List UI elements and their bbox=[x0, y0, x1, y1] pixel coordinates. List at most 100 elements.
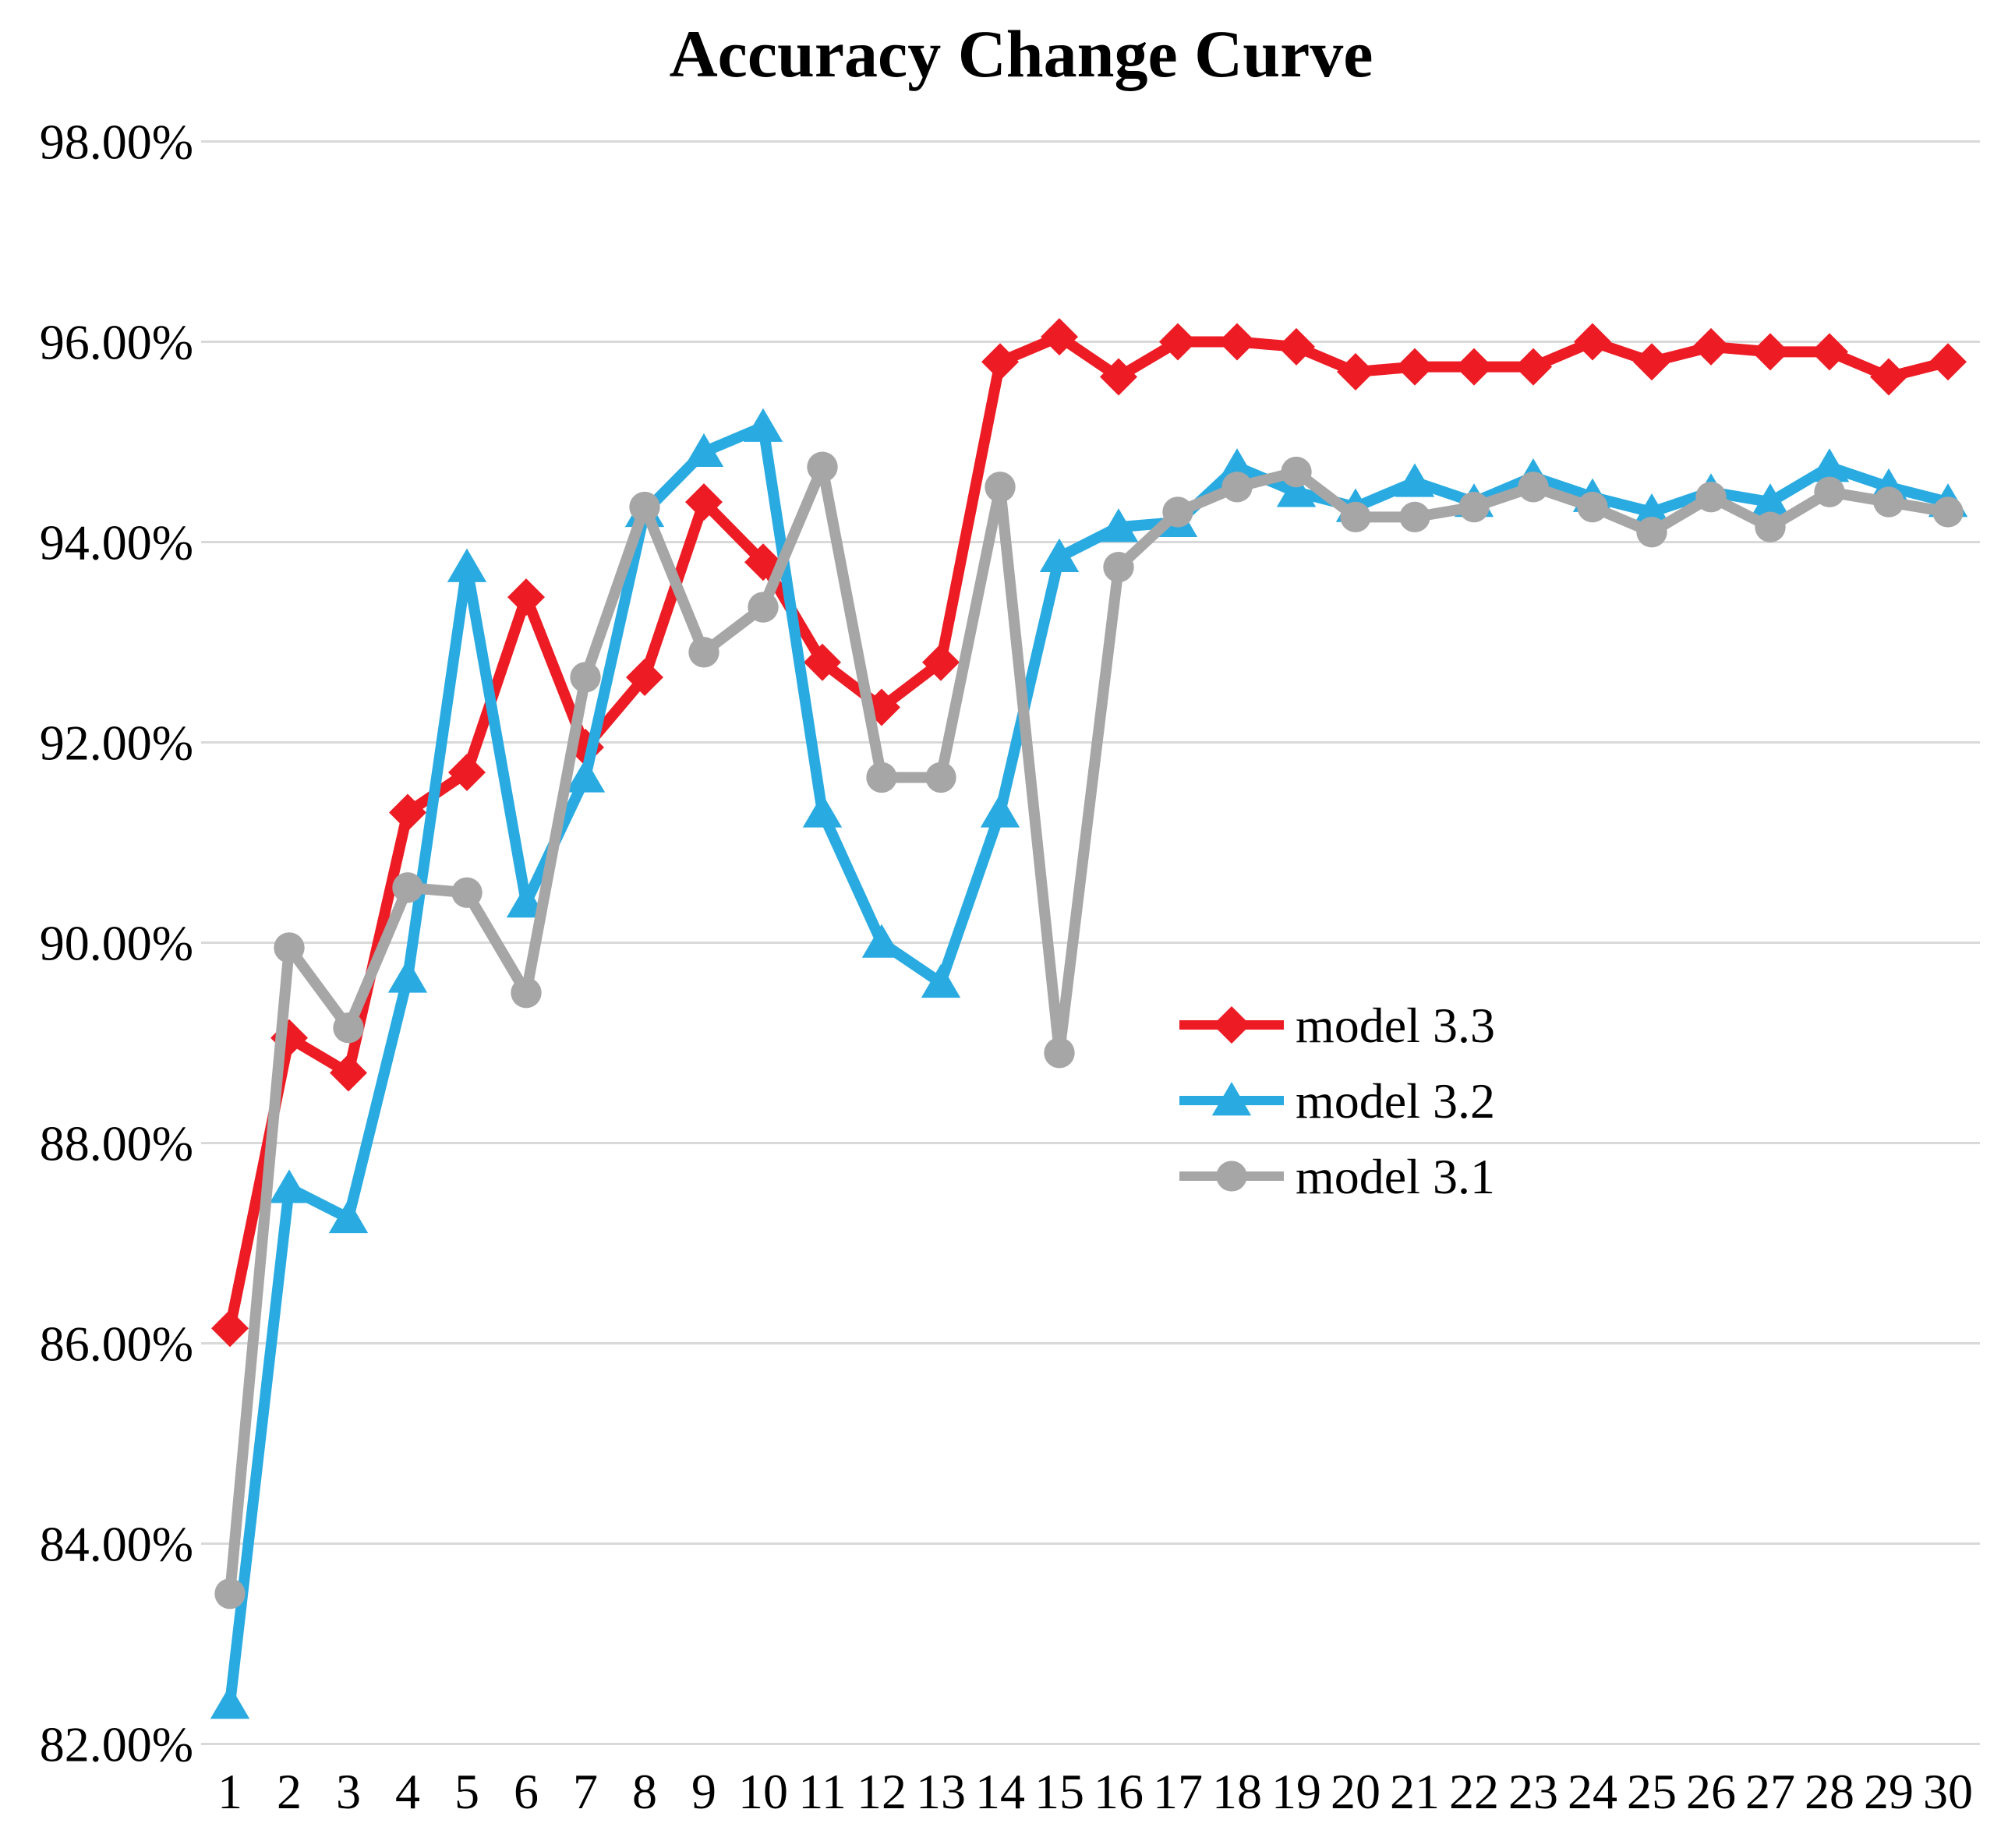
data-point-marker bbox=[211, 1309, 249, 1348]
data-point-marker bbox=[210, 1685, 250, 1719]
data-point-marker bbox=[981, 343, 1019, 381]
x-axis-tick-label: 22 bbox=[1449, 1764, 1499, 1819]
data-point-marker bbox=[807, 451, 838, 482]
data-point-marker bbox=[1395, 463, 1435, 497]
x-axis-tick-labels: 1 2 3 4 5 6 7 8 9 10 11 12 13 14 15 16 17 18 19 20 21 22 23 24 2… bbox=[217, 1764, 1973, 1819]
data-point-marker bbox=[274, 932, 305, 963]
data-point-marker bbox=[507, 578, 545, 617]
y-axis-tick-label: 88.00% bbox=[40, 1116, 193, 1171]
data-point-marker bbox=[629, 491, 660, 523]
data-point-marker bbox=[565, 758, 606, 793]
data-point-marker bbox=[1577, 491, 1608, 523]
data-point-marker bbox=[1750, 483, 1791, 518]
y-axis-tick-label: 84.00% bbox=[40, 1517, 193, 1572]
data-point-marker bbox=[1159, 323, 1197, 361]
series-line bbox=[224, 421, 1953, 1710]
x-axis-tick-label: 8 bbox=[632, 1764, 657, 1819]
data-point-marker bbox=[330, 1054, 367, 1092]
x-axis-tick-label: 16 bbox=[1094, 1764, 1144, 1819]
data-point-marker bbox=[1162, 496, 1193, 528]
y-axis-tick-label: 92.00% bbox=[40, 716, 193, 771]
data-point-marker bbox=[985, 472, 1016, 503]
x-axis-tick-label: 25 bbox=[1627, 1764, 1677, 1819]
x-axis-tick-label: 4 bbox=[395, 1764, 420, 1819]
y-axis-tick-label: 86.00% bbox=[40, 1316, 193, 1372]
data-point-marker bbox=[685, 483, 723, 521]
legend: model 3.3 model 3.2 model 3.1 bbox=[1179, 998, 1495, 1204]
x-axis-tick-label: 13 bbox=[916, 1764, 966, 1819]
x-axis-tick-label: 24 bbox=[1568, 1764, 1617, 1819]
data-point-marker bbox=[866, 761, 897, 793]
x-axis-tick-label: 17 bbox=[1153, 1764, 1203, 1819]
x-axis-tick-label: 14 bbox=[975, 1764, 1025, 1819]
data-point-marker bbox=[570, 662, 601, 693]
y-axis-tick-label: 94.00% bbox=[40, 515, 193, 571]
legend-label: model 3.2 bbox=[1296, 1073, 1495, 1129]
x-axis-tick-label: 27 bbox=[1745, 1764, 1795, 1819]
data-point-marker bbox=[1211, 1082, 1252, 1116]
data-point-marker bbox=[389, 793, 426, 832]
data-point-marker bbox=[1340, 501, 1371, 533]
data-point-marker bbox=[1929, 343, 1967, 381]
data-point-marker bbox=[688, 637, 719, 668]
x-axis-tick-label: 23 bbox=[1508, 1764, 1558, 1819]
data-point-marker bbox=[1396, 348, 1434, 386]
data-point-marker bbox=[1218, 323, 1256, 361]
data-point-marker bbox=[1636, 516, 1667, 548]
data-point-marker bbox=[980, 793, 1020, 828]
x-axis-tick-label: 28 bbox=[1805, 1764, 1854, 1819]
data-point-marker bbox=[448, 754, 486, 792]
x-axis-tick-label: 12 bbox=[857, 1764, 907, 1819]
data-point-marker bbox=[1814, 476, 1845, 507]
y-axis-tick-labels: 98.00% 96.00% 94.00% 92.00% 90.00% 88.00% 86.0… bbox=[40, 115, 193, 1772]
data-point-marker bbox=[1221, 472, 1253, 503]
legend-item: model 3.2 bbox=[1179, 1073, 1495, 1129]
data-point-marker bbox=[1752, 333, 1789, 371]
data-point-marker bbox=[1041, 318, 1078, 356]
legend-item: model 3.3 bbox=[1179, 998, 1495, 1053]
x-axis-tick-label: 6 bbox=[514, 1764, 539, 1819]
data-point-marker bbox=[387, 959, 428, 993]
data-point-marker bbox=[1217, 448, 1257, 482]
data-point-marker bbox=[1213, 1006, 1250, 1044]
series-model-3.1 bbox=[214, 451, 1964, 1609]
data-point-marker bbox=[748, 592, 779, 623]
data-point-marker bbox=[1281, 456, 1312, 488]
series-lines bbox=[210, 318, 1968, 1719]
data-point-marker bbox=[1633, 343, 1670, 381]
series-model-3.2 bbox=[210, 408, 1968, 1719]
data-point-marker bbox=[1809, 448, 1850, 482]
data-point-marker bbox=[333, 1012, 364, 1044]
data-point-marker bbox=[1574, 323, 1611, 361]
data-point-marker bbox=[1098, 508, 1139, 542]
data-point-marker bbox=[214, 1578, 246, 1609]
data-point-marker bbox=[922, 643, 960, 681]
data-point-marker bbox=[1399, 501, 1430, 533]
gridlines bbox=[201, 140, 1980, 1745]
y-axis-tick-label: 82.00% bbox=[40, 1717, 193, 1772]
data-point-marker bbox=[1632, 493, 1672, 528]
x-axis-tick-label: 11 bbox=[798, 1764, 847, 1819]
x-axis-tick-label: 29 bbox=[1864, 1764, 1914, 1819]
data-point-marker bbox=[1276, 473, 1317, 507]
legend-label: model 3.1 bbox=[1296, 1149, 1495, 1204]
x-axis-tick-label: 1 bbox=[217, 1764, 242, 1819]
x-axis-tick-label: 30 bbox=[1923, 1764, 1973, 1819]
data-point-marker bbox=[1755, 511, 1786, 542]
data-point-marker bbox=[1455, 348, 1493, 386]
data-point-marker bbox=[511, 977, 542, 1009]
data-point-marker bbox=[451, 877, 483, 908]
x-axis-tick-label: 26 bbox=[1686, 1764, 1736, 1819]
x-axis-tick-label: 15 bbox=[1034, 1764, 1084, 1819]
series-line bbox=[224, 461, 1953, 1599]
data-point-marker bbox=[684, 433, 724, 468]
legend-item: model 3.1 bbox=[1179, 1149, 1495, 1204]
legend-label: model 3.3 bbox=[1296, 998, 1495, 1053]
data-point-marker bbox=[1103, 551, 1134, 583]
data-point-marker bbox=[1337, 353, 1374, 391]
x-axis-tick-label: 19 bbox=[1271, 1764, 1321, 1819]
data-point-marker bbox=[1873, 486, 1904, 518]
x-axis-tick-label: 3 bbox=[336, 1764, 361, 1819]
